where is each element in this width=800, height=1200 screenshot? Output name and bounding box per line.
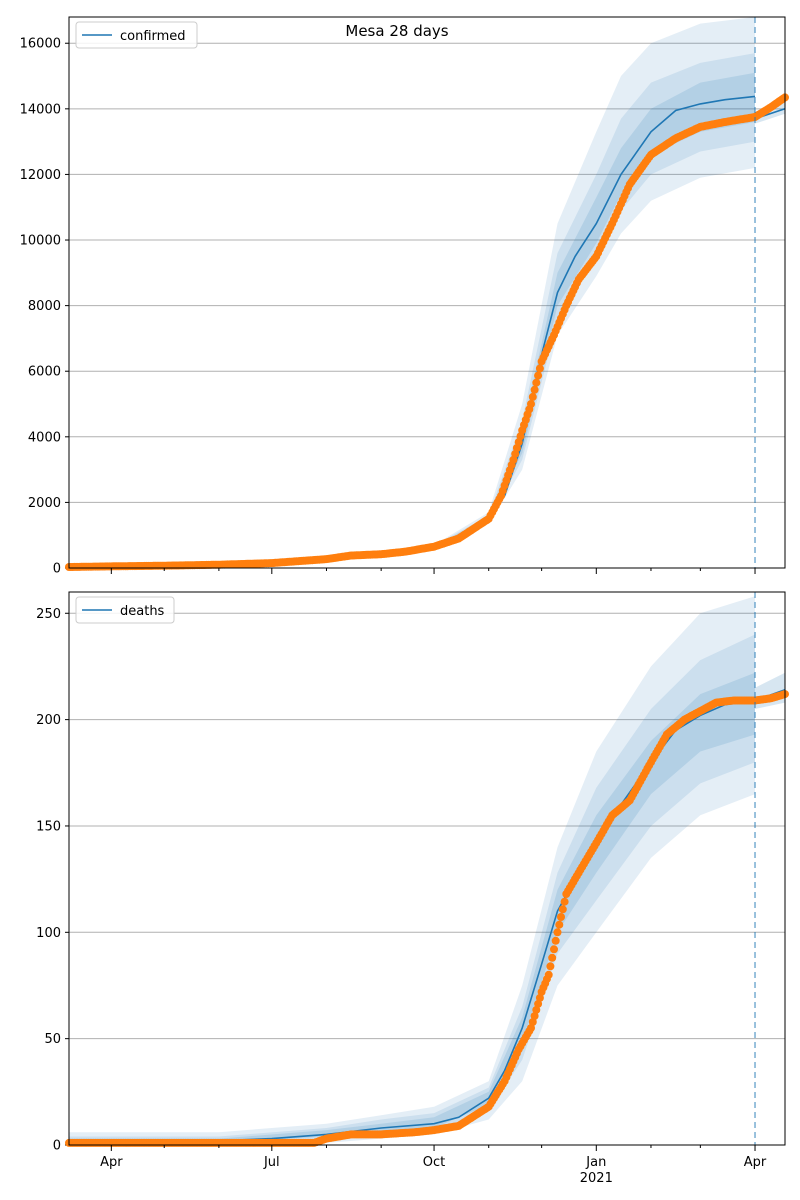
y-tick-label: 14000 [20, 102, 61, 117]
y-tick-label: 4000 [28, 430, 61, 445]
y-tick-label: 8000 [28, 299, 61, 314]
observed-point [553, 928, 562, 937]
x-tick-label: Jul [263, 1155, 280, 1170]
y-tick-label: 2000 [28, 496, 61, 511]
observed-point [534, 371, 543, 380]
x-tick-label: Apr [100, 1155, 123, 1170]
axes-frame [68, 591, 786, 1146]
observed-point [532, 378, 541, 387]
observed-point [532, 1005, 541, 1014]
x-tick-label: Oct [423, 1155, 445, 1170]
legend-box [75, 596, 175, 624]
observed-point [551, 936, 560, 945]
observed-point [558, 905, 567, 914]
band-middle [434, 53, 755, 548]
x-tick-sublabel: 2021 [580, 1171, 613, 1186]
observed-point [534, 999, 543, 1008]
legend: deaths [75, 596, 175, 624]
y-tick-label: 150 [36, 819, 61, 834]
observed-point [544, 970, 553, 979]
observed-point [528, 1018, 537, 1026]
legend-label: confirmed [120, 29, 186, 44]
band-middle [69, 634, 755, 1145]
band-outer [434, 17, 755, 549]
observed-point [560, 897, 569, 906]
axes-frame [68, 16, 786, 569]
x-tick-label: Jan [585, 1155, 606, 1170]
observed-point [550, 945, 558, 954]
legend: confirmed [75, 21, 198, 49]
observed-point [528, 392, 537, 401]
legend-label: deaths [120, 604, 165, 619]
x-tick-label: Apr [744, 1155, 767, 1170]
observed-point [555, 920, 564, 929]
observed-point [530, 1012, 539, 1020]
y-tick-label: 0 [53, 562, 61, 577]
observed-point [548, 953, 557, 962]
y-tick-label: 16000 [20, 37, 61, 52]
observed-point [557, 913, 565, 921]
figure-title: Mesa 28 days [345, 22, 448, 40]
observed-point [535, 993, 544, 1002]
y-tick-label: 10000 [20, 234, 61, 249]
y-tick-label: 200 [36, 713, 61, 728]
y-tick-label: 12000 [20, 168, 61, 183]
observed-point [530, 385, 539, 394]
y-tick-label: 6000 [28, 365, 61, 380]
y-tick-label: 100 [36, 926, 61, 941]
observed-point [546, 962, 555, 971]
observed-point [527, 400, 535, 408]
observed-point [535, 364, 544, 373]
observed-point [527, 1024, 535, 1032]
y-tick-label: 50 [44, 1032, 61, 1047]
legend-box [75, 21, 198, 49]
confirmed-panel: 0 2000 4000 6000 8000 10000 12000 14000 16000 con… [20, 16, 789, 577]
y-tick-label: 0 [53, 1139, 61, 1154]
y-tick-label: 250 [36, 607, 61, 622]
deaths-panel: 0 50 100 150 200 250 deaths [36, 591, 789, 1154]
band-outer [69, 596, 755, 1145]
